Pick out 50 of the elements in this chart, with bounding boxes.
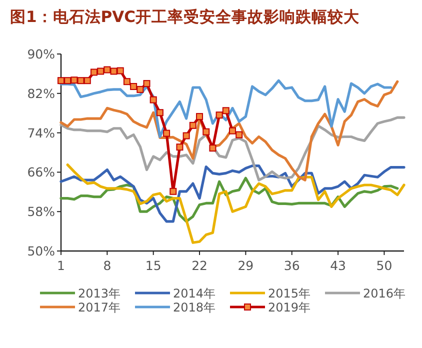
legend-label: 2017年 [78, 300, 121, 314]
x-tick-label: 36 [284, 258, 300, 273]
x-tick-label: 22 [192, 258, 208, 273]
point [216, 112, 223, 119]
point [236, 131, 243, 138]
point [110, 68, 118, 75]
y-tick-label: 74% [27, 125, 56, 140]
point [156, 109, 164, 116]
legend-label: 2019年 [268, 300, 311, 314]
point [170, 188, 177, 195]
legend-label: 2013年 [78, 286, 121, 300]
x-tick-label: 8 [103, 258, 112, 273]
point [90, 68, 98, 76]
point [209, 144, 216, 152]
y-tick-label: 90% [27, 46, 56, 62]
point [84, 77, 91, 84]
point [116, 67, 124, 74]
x-tick-label: 50 [376, 258, 392, 273]
y-tick-label: 66% [27, 164, 56, 180]
point [58, 77, 64, 84]
x-tick-label: 15 [145, 258, 162, 273]
point [196, 113, 204, 120]
y-tick-label: 82% [27, 86, 56, 101]
point [229, 127, 236, 134]
chart-title: 图1：电石法PVC开工率受安全事故影响跌幅较大 [10, 7, 361, 26]
point [163, 130, 170, 137]
point [143, 80, 150, 88]
point [130, 83, 138, 90]
point [64, 77, 72, 84]
point [104, 66, 111, 74]
legend-label: 2014年 [173, 286, 216, 300]
point [176, 144, 184, 151]
point [222, 107, 230, 114]
point [97, 68, 104, 75]
x-tick-label: 43 [330, 258, 346, 273]
point [189, 122, 196, 129]
legend-label: 2015年 [268, 286, 311, 300]
point [182, 132, 190, 140]
y-tick-label: 50% [27, 244, 56, 258]
legend-label: 2018年 [173, 300, 216, 314]
point [202, 128, 210, 136]
x-tick-label: 29 [238, 258, 254, 273]
point [123, 78, 130, 86]
y-tick-label: 58% [27, 204, 56, 220]
point [70, 76, 78, 84]
legend-label: 2016年 [363, 286, 406, 300]
x-tick-label: 1 [57, 258, 65, 273]
point [77, 77, 84, 84]
point [150, 96, 157, 104]
point [136, 86, 144, 93]
